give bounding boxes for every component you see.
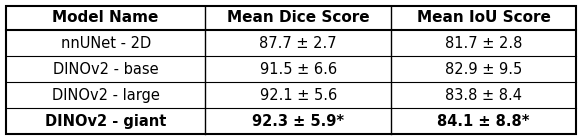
Text: 84.1 ± 8.8*: 84.1 ± 8.8*: [437, 114, 530, 129]
Text: Mean Dice Score: Mean Dice Score: [227, 10, 370, 25]
Text: 87.7 ± 2.7: 87.7 ± 2.7: [260, 36, 337, 51]
Text: Model Name: Model Name: [52, 10, 159, 25]
Text: 91.5 ± 6.6: 91.5 ± 6.6: [260, 62, 337, 77]
Text: DINOv2 - base: DINOv2 - base: [53, 62, 158, 77]
Text: DINOv2 - giant: DINOv2 - giant: [45, 114, 166, 129]
Text: 82.9 ± 9.5: 82.9 ± 9.5: [445, 62, 522, 77]
Text: Mean IoU Score: Mean IoU Score: [417, 10, 551, 25]
Text: 92.1 ± 5.6: 92.1 ± 5.6: [260, 88, 337, 103]
Text: 83.8 ± 8.4: 83.8 ± 8.4: [445, 88, 522, 103]
Text: 92.3 ± 5.9*: 92.3 ± 5.9*: [252, 114, 344, 129]
Text: 81.7 ± 2.8: 81.7 ± 2.8: [445, 36, 522, 51]
Text: nnUNet - 2D: nnUNet - 2D: [61, 36, 151, 51]
Text: DINOv2 - large: DINOv2 - large: [52, 88, 159, 103]
